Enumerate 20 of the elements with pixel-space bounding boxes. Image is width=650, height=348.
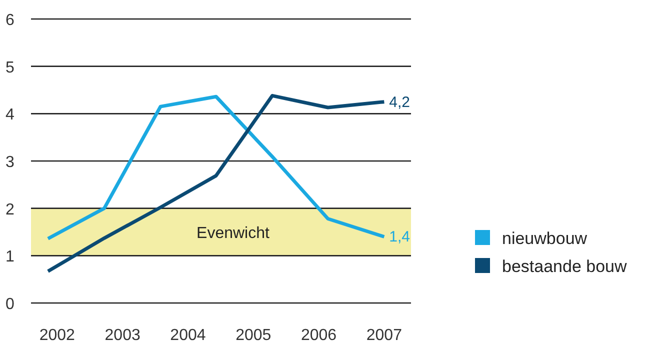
x-tick-label: 2004 (170, 327, 206, 344)
data-label: 4,2 (389, 94, 410, 111)
band-label: Evenwicht (196, 225, 270, 242)
x-tick-label: 2002 (39, 327, 76, 344)
line-series (46, 94, 386, 240)
line-series (46, 94, 386, 274)
legend-label: bestaande bouw (502, 257, 628, 276)
legend-label: nieuwbouw (502, 229, 588, 248)
data-label: 1,4 (389, 228, 410, 246)
x-tick-label: 2007 (366, 327, 402, 344)
y-tick-label: 3 (6, 154, 15, 171)
x-tick-label: 2006 (300, 327, 337, 344)
x-tick-label: 2003 (104, 327, 140, 344)
y-tick-label: 6 (6, 12, 15, 29)
y-tick-label: 4 (6, 106, 15, 124)
y-tick-label: 2 (6, 201, 15, 218)
y-tick-label: 1 (6, 248, 15, 266)
y-tick-label: 5 (6, 59, 15, 76)
x-tick-label: 2005 (236, 327, 272, 344)
y-tick-label: 0 (6, 296, 15, 313)
